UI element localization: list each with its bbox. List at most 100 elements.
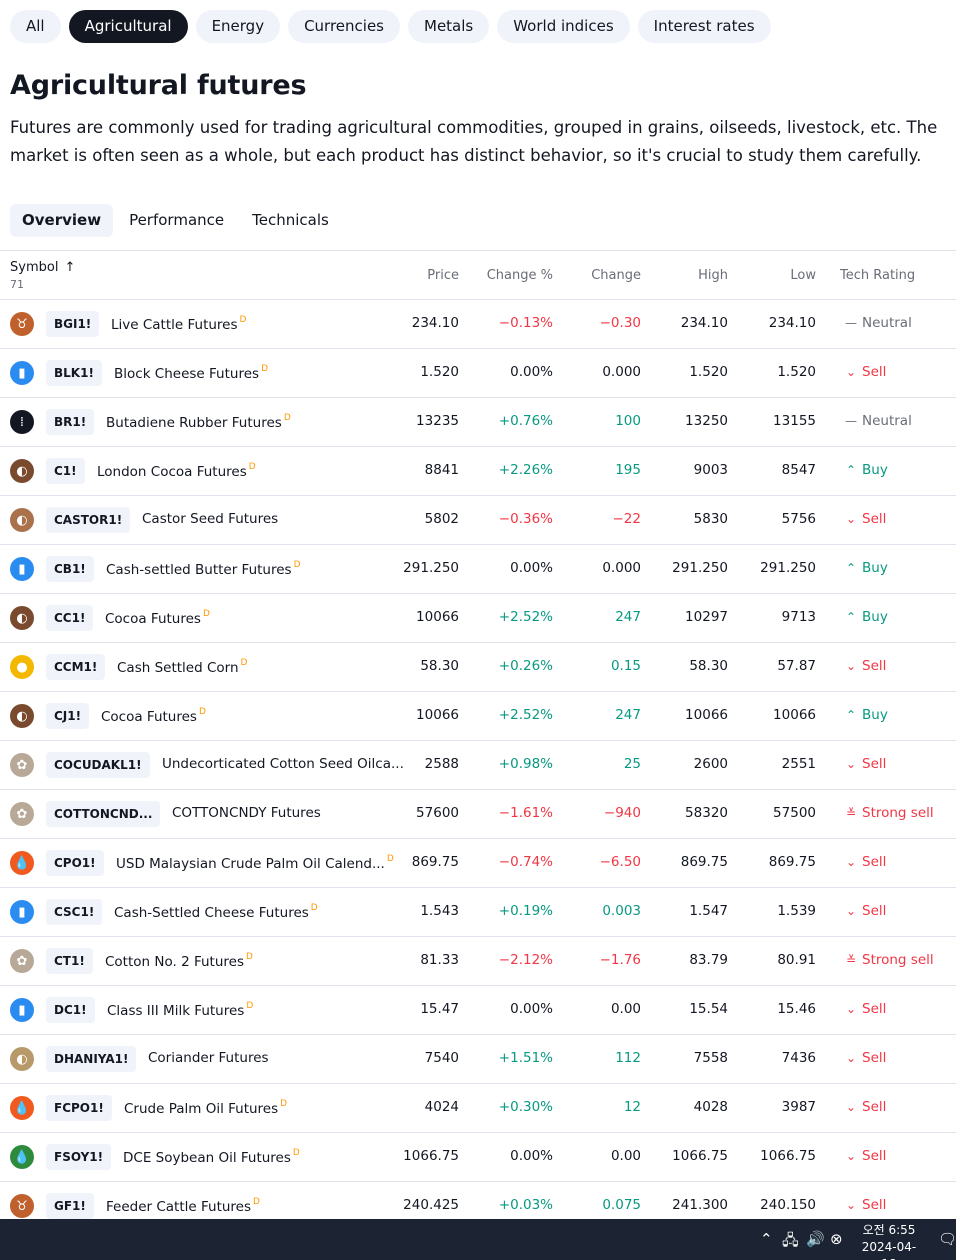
category-tab-interest-rates[interactable]: Interest rates xyxy=(637,10,771,43)
ticker-badge[interactable]: CPO1! xyxy=(46,850,104,876)
view-tabs: Overview Performance Technicals xyxy=(10,204,341,237)
view-tab-overview[interactable]: Overview xyxy=(10,204,114,237)
instrument-name[interactable]: Coriander Futures xyxy=(148,1050,269,1066)
category-tab-currencies[interactable]: Currencies xyxy=(288,10,400,43)
table-row[interactable]: ✿ COCUDAKL1! Undecorticated Cotton Seed Oi… xyxy=(0,741,956,790)
table-row[interactable]: ◐ CASTOR1! Castor Seed Futures 5802 −0.36% −2… xyxy=(0,496,956,545)
ticker-badge[interactable]: BLK1! xyxy=(46,360,102,386)
table-row[interactable]: 💧 FSOY1! DCE Soybean Oil Futures D 1066.75 0.… xyxy=(0,1133,956,1182)
table-row[interactable]: ✿ CT1! Cotton No. 2 Futures D 81.33 −2.12% −1.… xyxy=(0,937,956,986)
view-tab-technicals[interactable]: Technicals xyxy=(252,211,329,229)
ticker-badge[interactable]: BGI1! xyxy=(46,311,100,337)
instrument-name[interactable]: London Cocoa Futures D xyxy=(97,462,256,480)
category-tab-world-indices[interactable]: World indices xyxy=(497,10,630,43)
instrument-name[interactable]: Castor Seed Futures xyxy=(142,511,278,527)
instrument-name[interactable]: DCE Soybean Oil Futures D xyxy=(123,1148,300,1166)
table-row[interactable]: ✿ COTTONCND... COTTONCNDY Futures 57600 −1.6… xyxy=(0,790,956,839)
sort-ascending-icon[interactable]: ↑ xyxy=(64,260,76,275)
instrument-name[interactable]: Live Cattle Futures D xyxy=(111,315,246,333)
delayed-data-marker[interactable]: D xyxy=(261,364,268,374)
delayed-data-marker[interactable]: D xyxy=(292,1148,300,1158)
instrument-name[interactable]: Cotton No. 2 Futures D xyxy=(105,952,253,970)
delayed-data-marker[interactable]: D xyxy=(246,1001,254,1011)
instrument-name[interactable]: USD Malaysian Crude Palm Oil Calend... D xyxy=(116,854,394,872)
instrument-name[interactable]: Cash Settled Corn D xyxy=(117,658,247,676)
instrument-name[interactable]: Cash-settled Butter Futures D xyxy=(106,560,301,578)
table-row[interactable]: ▮ BLK1! Block Cheese Futures D 1.520 0.00% 0.0… xyxy=(0,349,956,398)
column-header-tech-rating[interactable]: Tech Rating xyxy=(840,268,916,283)
ticker-badge[interactable]: FSOY1! xyxy=(46,1144,112,1170)
table-row[interactable]: 💧 CPO1! USD Malaysian Crude Palm Oil Calen… xyxy=(0,839,956,888)
ticker-badge[interactable]: CCM1! xyxy=(46,654,106,680)
ticker-badge[interactable]: C1! xyxy=(46,458,85,484)
ticker-badge[interactable]: CSC1! xyxy=(46,899,103,925)
volume-icon[interactable]: 🔊 xyxy=(806,1230,825,1248)
ticker-badge[interactable]: CC1! xyxy=(46,605,94,631)
table-row[interactable]: ◐ C1! London Cocoa Futures D 8841 +2.26% 195 90… xyxy=(0,447,956,496)
delayed-data-marker[interactable]: D xyxy=(293,560,301,570)
delayed-data-marker[interactable]: D xyxy=(280,1099,288,1109)
category-tab-energy[interactable]: Energy xyxy=(195,10,281,43)
ticker-badge[interactable]: COCUDAKL1! xyxy=(46,752,150,778)
table-row[interactable]: ♉ GF1! Feeder Cattle Futures D 240.425 +0.03%… xyxy=(0,1182,956,1231)
notification-icon[interactable]: 🗨 xyxy=(938,1230,956,1248)
ticker-badge[interactable]: DHANIYA1! xyxy=(46,1046,137,1072)
table-row[interactable]: ◐ CJ1! Cocoa Futures D 10066 +2.52% 247 10066 10… xyxy=(0,692,956,741)
close-circle-icon[interactable]: ⊗ xyxy=(830,1230,843,1248)
instrument-name[interactable]: Class III Milk Futures D xyxy=(107,1001,253,1019)
instrument-name[interactable]: COTTONCNDY Futures xyxy=(172,805,321,821)
column-header-change-percent[interactable]: Change % xyxy=(486,268,553,283)
category-tab-metals[interactable]: Metals xyxy=(408,10,490,43)
table-row[interactable]: ⁞ BR1! Butadiene Rubber Futures D 13235 +0.76… xyxy=(0,398,956,447)
high-cell: 1.520 xyxy=(689,364,728,380)
ticker-badge[interactable]: GF1! xyxy=(46,1193,94,1219)
delayed-data-marker[interactable]: D xyxy=(239,315,247,325)
delayed-data-marker[interactable]: D xyxy=(240,658,248,668)
instrument-name[interactable]: Cocoa Futures D xyxy=(101,707,206,725)
network-icon[interactable]: 🖧 xyxy=(782,1231,799,1249)
delayed-data-marker[interactable]: D xyxy=(198,707,206,717)
ticker-badge[interactable]: CJ1! xyxy=(46,703,90,729)
delayed-data-marker[interactable]: D xyxy=(283,413,291,423)
ticker-badge[interactable]: FCPO1! xyxy=(46,1095,112,1121)
ticker-badge[interactable]: DC1! xyxy=(46,997,95,1023)
delayed-data-marker[interactable]: D xyxy=(310,903,318,913)
table-row[interactable]: ▮ CSC1! Cash-Settled Cheese Futures D 1.543 +… xyxy=(0,888,956,937)
taskbar-clock[interactable]: 오전 6:55 2024-04-18 xyxy=(858,1222,920,1260)
column-header-price[interactable]: Price xyxy=(427,268,459,283)
category-tab-agricultural[interactable]: Agricultural xyxy=(68,10,188,43)
table-row[interactable]: ♉ BGI1! Live Cattle Futures D 234.10 −0.13% −0… xyxy=(0,300,956,349)
view-tab-performance[interactable]: Performance xyxy=(129,211,225,229)
instrument-name[interactable]: Butadiene Rubber Futures D xyxy=(106,413,291,431)
chevron-up-icon[interactable]: ⌃ xyxy=(760,1230,773,1248)
ticker-badge[interactable]: CASTOR1! xyxy=(46,507,131,533)
delayed-data-marker[interactable]: D xyxy=(246,952,253,962)
delayed-data-marker[interactable]: D xyxy=(248,462,256,472)
instrument-name[interactable]: Undecorticated Cotton Seed Oilca... xyxy=(162,756,404,772)
table-row[interactable]: ◐ DHANIYA1! Coriander Futures 7540 +1.51% 112… xyxy=(0,1035,956,1084)
ticker-badge[interactable]: BR1! xyxy=(46,409,95,435)
column-header-change[interactable]: Change xyxy=(591,268,641,283)
price-cell: 240.425 xyxy=(403,1197,459,1213)
ticker-badge[interactable]: CB1! xyxy=(46,556,94,582)
instrument-name[interactable]: Cash-Settled Cheese Futures D xyxy=(114,903,318,921)
ticker-badge[interactable]: CT1! xyxy=(46,948,93,974)
delayed-data-marker[interactable]: D xyxy=(202,609,210,619)
category-tab-all[interactable]: All xyxy=(10,10,61,43)
column-header-high[interactable]: High xyxy=(698,268,728,283)
delayed-data-marker[interactable]: D xyxy=(386,854,394,864)
table-row[interactable]: ▮ CB1! Cash-settled Butter Futures D 291.250… xyxy=(0,545,956,594)
table-row[interactable]: ▮ DC1! Class III Milk Futures D 15.47 0.00% 0.… xyxy=(0,986,956,1035)
instrument-name[interactable]: Cocoa Futures D xyxy=(105,609,210,627)
column-header-low[interactable]: Low xyxy=(790,268,816,283)
table-row[interactable]: ● CCM1! Cash Settled Corn D 58.30 +0.26% 0.15 5… xyxy=(0,643,956,692)
table-row[interactable]: ◐ CC1! Cocoa Futures D 10066 +2.52% 247 10297 97… xyxy=(0,594,956,643)
ticker-badge[interactable]: COTTONCND... xyxy=(46,801,161,827)
column-header-symbol[interactable]: Symbol ↑ xyxy=(10,260,75,275)
instrument-name[interactable]: Feeder Cattle Futures D xyxy=(106,1197,260,1215)
instrument-name[interactable]: Crude Palm Oil Futures D xyxy=(124,1099,287,1117)
instrument-name-text: Cotton No. 2 Futures xyxy=(105,954,244,970)
instrument-name[interactable]: Block Cheese Futures D xyxy=(114,364,268,382)
table-row[interactable]: 💧 FCPO1! Crude Palm Oil Futures D 4024 +0.30%… xyxy=(0,1084,956,1133)
delayed-data-marker[interactable]: D xyxy=(253,1197,260,1207)
